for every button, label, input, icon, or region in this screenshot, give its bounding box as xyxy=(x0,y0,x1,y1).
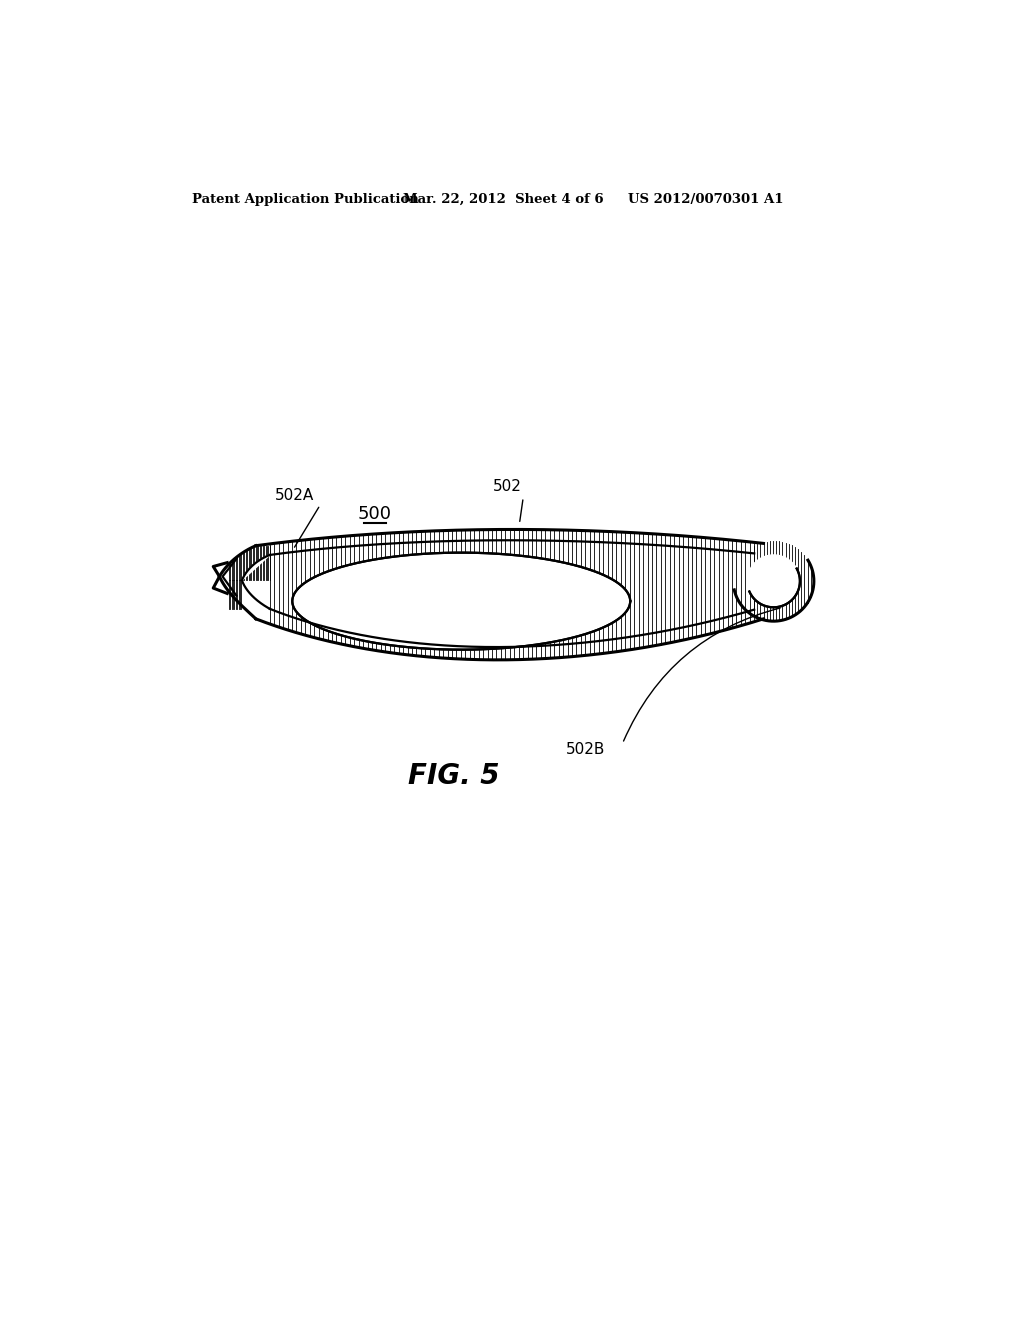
Text: 500: 500 xyxy=(357,504,391,523)
Text: FIG. 5: FIG. 5 xyxy=(408,763,500,791)
Text: 502B: 502B xyxy=(565,742,605,756)
Text: 502A: 502A xyxy=(275,487,314,503)
Text: Mar. 22, 2012  Sheet 4 of 6: Mar. 22, 2012 Sheet 4 of 6 xyxy=(403,193,604,206)
Text: 502: 502 xyxy=(494,479,522,494)
Polygon shape xyxy=(748,554,800,607)
Text: Patent Application Publication: Patent Application Publication xyxy=(191,193,418,206)
Polygon shape xyxy=(292,553,630,649)
Text: US 2012/0070301 A1: US 2012/0070301 A1 xyxy=(628,193,783,206)
Polygon shape xyxy=(242,554,270,609)
